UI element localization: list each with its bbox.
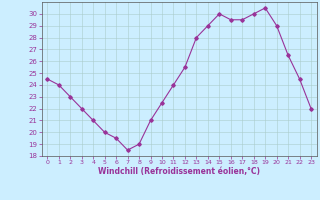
X-axis label: Windchill (Refroidissement éolien,°C): Windchill (Refroidissement éolien,°C) (98, 167, 260, 176)
